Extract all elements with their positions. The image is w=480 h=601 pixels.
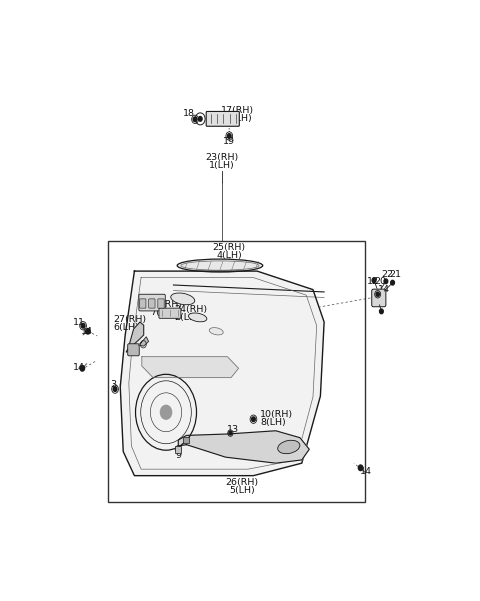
Circle shape	[359, 465, 363, 471]
Text: 4(LH): 4(LH)	[216, 251, 242, 260]
Text: 7(LH): 7(LH)	[150, 308, 176, 317]
Text: 14: 14	[360, 466, 372, 475]
FancyBboxPatch shape	[140, 299, 146, 308]
FancyBboxPatch shape	[128, 344, 139, 356]
Ellipse shape	[171, 293, 195, 305]
Text: 6(LH): 6(LH)	[113, 323, 139, 332]
Text: 5(LH): 5(LH)	[229, 486, 255, 495]
Circle shape	[391, 280, 395, 285]
Text: 10(RH): 10(RH)	[260, 410, 293, 419]
Polygon shape	[120, 271, 324, 475]
Circle shape	[193, 117, 197, 121]
Ellipse shape	[177, 259, 263, 272]
Ellipse shape	[189, 313, 207, 322]
Circle shape	[177, 447, 180, 451]
Ellipse shape	[278, 441, 300, 454]
Text: 22: 22	[381, 270, 394, 279]
Bar	[175, 446, 181, 453]
Circle shape	[229, 432, 232, 435]
Circle shape	[228, 133, 231, 138]
Text: 20: 20	[374, 277, 386, 286]
FancyBboxPatch shape	[139, 294, 165, 311]
FancyBboxPatch shape	[159, 308, 181, 319]
Text: 24(RH): 24(RH)	[175, 305, 208, 314]
Bar	[183, 437, 190, 444]
Circle shape	[198, 117, 202, 121]
FancyBboxPatch shape	[372, 289, 386, 307]
Circle shape	[372, 278, 376, 282]
Text: 15(RH): 15(RH)	[150, 300, 183, 310]
Text: 17(RH): 17(RH)	[221, 106, 254, 115]
Text: 8(LH): 8(LH)	[260, 418, 286, 427]
Bar	[108, 241, 365, 502]
Text: 9: 9	[175, 451, 181, 460]
Ellipse shape	[209, 328, 223, 335]
Text: 14: 14	[81, 327, 93, 336]
Text: 16(LH): 16(LH)	[221, 114, 252, 123]
Text: 27(RH): 27(RH)	[113, 315, 146, 324]
Circle shape	[380, 309, 383, 314]
Circle shape	[252, 417, 255, 421]
Text: 18: 18	[183, 109, 195, 118]
FancyBboxPatch shape	[149, 299, 155, 308]
Polygon shape	[138, 337, 148, 346]
Polygon shape	[126, 322, 144, 352]
Text: 1(LH): 1(LH)	[209, 161, 235, 170]
Text: 3: 3	[110, 380, 116, 389]
Text: 14: 14	[72, 363, 84, 372]
FancyBboxPatch shape	[158, 299, 164, 308]
Text: 26(RH): 26(RH)	[226, 478, 259, 487]
Circle shape	[384, 279, 388, 284]
FancyBboxPatch shape	[206, 111, 240, 126]
Text: 25(RH): 25(RH)	[213, 243, 246, 252]
Text: 23(RH): 23(RH)	[205, 153, 239, 162]
Circle shape	[85, 329, 90, 334]
Polygon shape	[178, 431, 309, 463]
Circle shape	[80, 365, 84, 371]
Text: 13: 13	[227, 426, 239, 435]
Text: 12: 12	[367, 277, 378, 286]
Text: 19: 19	[223, 138, 235, 147]
Text: 14: 14	[378, 285, 390, 294]
Text: 2(LH): 2(LH)	[175, 313, 200, 322]
Text: 11: 11	[72, 317, 84, 326]
Circle shape	[376, 292, 379, 296]
Circle shape	[160, 405, 172, 419]
Text: 21: 21	[390, 270, 402, 279]
Polygon shape	[142, 357, 239, 377]
Circle shape	[81, 323, 85, 328]
Circle shape	[113, 387, 117, 391]
